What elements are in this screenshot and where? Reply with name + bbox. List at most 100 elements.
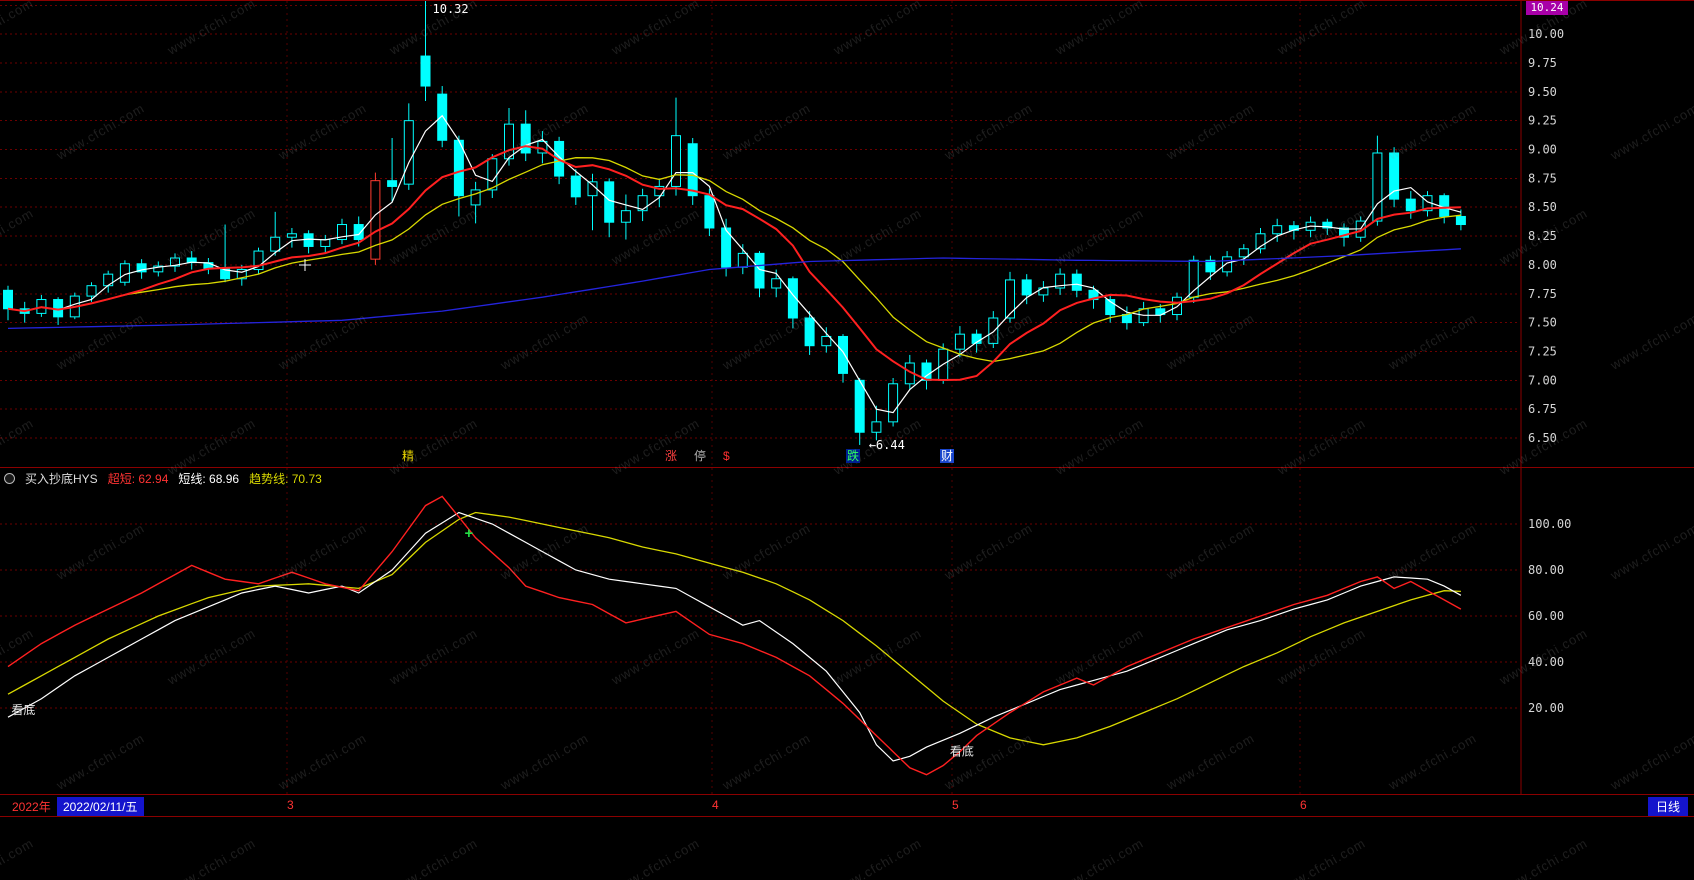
- price-axis-label: 7.00: [1528, 373, 1557, 387]
- candle-body: [1222, 256, 1233, 273]
- candle-body: [119, 263, 130, 283]
- candle-body: [838, 335, 848, 374]
- indicator-header: 买入抄底HYS 超短: 62.94 短线: 68.96 趋势线: 70.73: [4, 470, 322, 487]
- indicator-line-duanxian: [7, 511, 1462, 762]
- year-label: 2022年: [12, 800, 51, 814]
- candle-body: [86, 285, 97, 297]
- price-axis-label: 6.75: [1528, 402, 1557, 416]
- indicator-axis-label: 100.00: [1528, 517, 1571, 531]
- low-price-annotation: ←6.44: [869, 438, 905, 452]
- candles: [3, 1, 1466, 445]
- date-display[interactable]: 2022/02/11/五: [57, 797, 144, 816]
- watermark-text: www.cfchi.com: [1496, 835, 1591, 880]
- event-flag[interactable]: 涨: [665, 449, 678, 463]
- event-flag[interactable]: 停: [694, 449, 707, 463]
- candle-body: [1105, 299, 1116, 316]
- candle-body: [253, 250, 264, 271]
- candle-body: [1322, 221, 1333, 229]
- candle-body: [620, 210, 631, 223]
- price-axis-label: 8.25: [1528, 229, 1557, 243]
- candle-body: [1205, 259, 1216, 273]
- ma-blue-line: [7, 248, 1461, 330]
- price-chart-panel[interactable]: 10.32 ←6.44 10.00 9.75 9.50 9.25 9.00 8.75 8.50 8…: [0, 1, 1694, 468]
- watermark-text: www.cfchi.com: [1052, 835, 1147, 880]
- watermark-text: www.cfchi.com: [386, 835, 481, 880]
- candle-body: [520, 123, 531, 154]
- indicator-axis-label: 20.00: [1528, 701, 1564, 715]
- candle-body: [804, 317, 815, 347]
- watermark-text: www.cfchi.com: [0, 835, 37, 880]
- price-axis-label: 9.50: [1528, 85, 1557, 99]
- candle-body: [854, 379, 865, 433]
- candle-body: [1021, 279, 1032, 296]
- high-price-annotation: 10.32: [433, 2, 469, 16]
- candle-body: [1372, 152, 1383, 222]
- price-axis-label: 9.00: [1528, 143, 1557, 157]
- candle-body: [1255, 233, 1266, 250]
- event-flag[interactable]: 跌: [846, 449, 861, 463]
- candle-body: [1339, 227, 1349, 238]
- candle-body: [704, 195, 715, 229]
- price-axis-label: 8.00: [1528, 258, 1557, 272]
- candle-body: [370, 180, 381, 260]
- signal-label: 看底: [11, 702, 35, 717]
- event-flag[interactable]: $: [723, 449, 730, 463]
- price-axis-label: 6.50: [1528, 431, 1557, 445]
- candle-body: [403, 120, 414, 185]
- month-tick-label: 3: [287, 798, 294, 812]
- candle-body: [988, 317, 999, 344]
- candle-body: [487, 158, 498, 191]
- candle-body: [1005, 279, 1015, 319]
- signal-label: 看底: [950, 743, 974, 758]
- indicator-toggle-icon[interactable]: [4, 473, 15, 484]
- candle-body: [470, 189, 481, 206]
- candle-body: [671, 135, 681, 187]
- candle-body: [1238, 248, 1249, 258]
- candle-body: [1155, 308, 1166, 316]
- candle-body: [1172, 296, 1182, 316]
- candle-body: [954, 333, 965, 350]
- candle-body: [1188, 259, 1199, 298]
- candle-body: [153, 265, 164, 273]
- candle-body: [1455, 215, 1466, 226]
- candle-body: [236, 269, 247, 280]
- indicator-field-chaoduan: 超短: 62.94: [107, 472, 169, 486]
- period-selector[interactable]: 日线: [1647, 797, 1688, 816]
- price-axis-label: 9.75: [1528, 56, 1557, 70]
- indicator-field-qushixian: 趋势线: 70.73: [249, 472, 322, 486]
- candle-body: [387, 180, 398, 187]
- cursor-price-tag: 10.24: [1526, 1, 1568, 15]
- event-flag[interactable]: 精: [402, 449, 415, 463]
- indicator-field-duanxian: 短线: 68.96: [178, 472, 240, 486]
- price-axis-label: 10.00: [1528, 27, 1564, 41]
- price-axis-label: 7.25: [1528, 344, 1557, 358]
- candle-body: [1272, 225, 1283, 235]
- price-axis-label: 9.25: [1528, 114, 1557, 128]
- candle-body: [504, 123, 514, 160]
- price-axis-label: 7.50: [1528, 316, 1557, 330]
- month-tick-label: 4: [712, 798, 719, 812]
- candle-body: [270, 236, 281, 252]
- indicator-title: 买入抄底HYS: [25, 472, 98, 486]
- candle-body: [1405, 198, 1416, 212]
- ma-yellow-line: [7, 157, 1461, 363]
- watermark-text: www.cfchi.com: [1274, 835, 1369, 880]
- candle-body: [286, 233, 297, 238]
- time-axis-bar: 2022年 2022/02/11/五 3 4 5 6 日线: [0, 794, 1694, 817]
- candle-body: [1121, 314, 1132, 324]
- ma-red-line: [7, 145, 1461, 382]
- event-flag[interactable]: 财: [940, 449, 955, 463]
- candle-body: [821, 335, 832, 347]
- buy-signal-marker: +: [465, 525, 474, 542]
- candle-body: [604, 181, 615, 223]
- candle-body: [303, 233, 314, 247]
- candle-body: [771, 278, 782, 289]
- candle-body: [737, 252, 748, 268]
- candle-body: [1071, 273, 1082, 291]
- candle-body: [570, 175, 581, 198]
- candle-body: [353, 224, 364, 241]
- candle-body: [687, 143, 698, 197]
- watermark-text: www.cfchi.com: [830, 835, 925, 880]
